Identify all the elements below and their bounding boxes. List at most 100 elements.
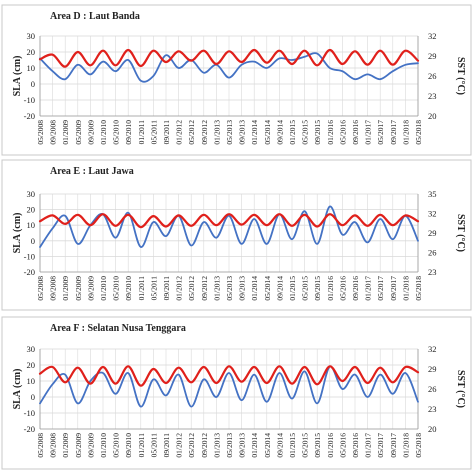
y2-tick-label: 32 [428,31,437,41]
y-tick-label: 0 [31,79,35,89]
y-tick-label: 10 [27,63,36,73]
x-tick-label: 05/2009 [74,433,83,458]
x-tick-label: 01/2015 [288,120,297,145]
x-tick-label: 05/2008 [36,433,45,458]
y-tick-label: 10 [27,376,36,386]
x-tick-label: 01/2017 [364,120,373,145]
y-axis-title: SLA (cm) [12,369,23,410]
y-tick-label: -20 [24,424,35,434]
y-tick-label: -10 [24,408,35,418]
x-tick-label: 05/2017 [376,433,385,458]
x-tick-label: 09/2010 [124,433,133,458]
x-tick-label: 05/2013 [225,120,234,145]
x-tick-label: 01/2012 [175,120,184,145]
x-tick-label: 09/2011 [162,120,171,145]
x-tick-label: 09/2008 [49,276,58,301]
x-tick-label: 09/2014 [275,276,284,301]
x-tick-label: 05/2011 [149,433,158,458]
x-tick-label: 09/2015 [313,433,322,458]
x-tick-label: 01/2015 [288,433,297,458]
x-tick-label: 01/2011 [137,276,146,301]
x-tick-label: 09/2014 [275,120,284,145]
x-tick-label: 05/2016 [338,120,347,145]
x-tick-label: 01/2014 [250,276,259,301]
x-tick-label: 05/2016 [338,276,347,301]
x-tick-label: 05/2013 [225,433,234,458]
x-tick-label: 01/2016 [326,276,335,301]
x-tick-label: 01/2010 [99,433,108,458]
x-tick-label: 01/2011 [137,120,146,145]
y2-tick-label: 29 [428,364,437,374]
x-tick-label: 09/2012 [200,120,209,145]
x-tick-label: 09/2009 [86,433,95,458]
y2-tick-label: 23 [428,404,437,414]
y-tick-label: -10 [24,95,35,105]
x-tick-label: 05/2015 [301,276,310,301]
y2-tick-label: 29 [428,51,437,61]
x-tick-label: 05/2008 [36,120,45,145]
x-tick-label: 09/2012 [200,276,209,301]
x-tick-label: 05/2008 [36,276,45,301]
x-tick-label: 05/2014 [263,276,272,301]
x-tick-label: 09/2016 [351,433,360,458]
x-tick-label: 01/2014 [250,120,259,145]
y-tick-label: 10 [27,220,36,230]
x-tick-label: 09/2009 [86,276,95,301]
x-tick-label: 01/2012 [175,433,184,458]
x-tick-label: 09/2012 [200,433,209,458]
y-tick-label: 30 [27,31,36,41]
x-tick-label: 05/2017 [376,120,385,145]
sst-series-line [38,213,420,229]
y-tick-label: 20 [27,47,36,57]
x-tick-label: 05/2018 [414,276,423,301]
x-tick-label: 05/2012 [187,433,196,458]
chart-panel-2: Area E : Laut Jawa -20 -10 0 10 20 30 23 26 29 32 3… [1,159,472,311]
y2-axis-title: SST (°C) [455,370,466,408]
y-tick-label: -10 [24,251,35,261]
chart-title: Area F : Selatan Nusa Tenggara [50,323,186,334]
x-tick-label: 09/2011 [162,433,171,458]
x-tick-label: 09/2015 [313,120,322,145]
y2-tick-label: 20 [428,111,437,121]
x-tick-label: 05/2018 [414,120,423,145]
x-tick-label: 09/2016 [351,120,360,145]
x-tick-label: 01/2013 [212,120,221,145]
x-tick-label: 01/2015 [288,276,297,301]
y-tick-label: -20 [24,111,35,121]
x-tick-label: 09/2008 [49,120,58,145]
x-tick-label: 05/2009 [74,120,83,145]
sla-series-line [39,365,419,408]
x-tick-label: 09/2011 [162,276,171,301]
x-tick-label: 01/2018 [401,120,410,145]
x-tick-label: 01/2018 [401,276,410,301]
x-tick-label: 01/2017 [364,433,373,458]
x-tick-label: 01/2009 [61,120,70,145]
x-tick-label: 01/2010 [99,276,108,301]
x-tick-label: 09/2013 [238,433,247,458]
y-tick-label: 30 [27,189,36,199]
x-tick-label: 01/2009 [61,276,70,301]
sla-series-line [39,52,419,83]
y-tick-label: -20 [24,267,35,277]
x-tick-label: 01/2013 [212,433,221,458]
x-tick-label: 01/2016 [326,120,335,145]
y-tick-label: 0 [31,236,35,246]
x-tick-label: 01/2009 [61,433,70,458]
y2-tick-label: 26 [428,384,437,394]
x-tick-label: 05/2018 [414,433,423,458]
x-tick-label: 05/2012 [187,120,196,145]
y-axis-title: SLA (cm) [12,213,23,254]
x-tick-label: 01/2011 [137,433,146,458]
x-tick-label: 01/2012 [175,276,184,301]
y-axis-title: SLA (cm) [12,56,23,97]
x-tick-label: 09/2008 [49,433,58,458]
x-tick-label: 09/2009 [86,120,95,145]
y2-tick-label: 26 [428,248,437,258]
x-tick-label: 05/2017 [376,276,385,301]
x-tick-label: 05/2010 [112,433,121,458]
x-tick-label: 09/2017 [389,276,398,301]
y2-tick-label: 29 [428,228,437,238]
x-tick-label: 05/2014 [263,120,272,145]
chart-title: Area D : Laut Banda [50,11,140,22]
chart-title: Area E : Laut Jawa [50,166,134,177]
